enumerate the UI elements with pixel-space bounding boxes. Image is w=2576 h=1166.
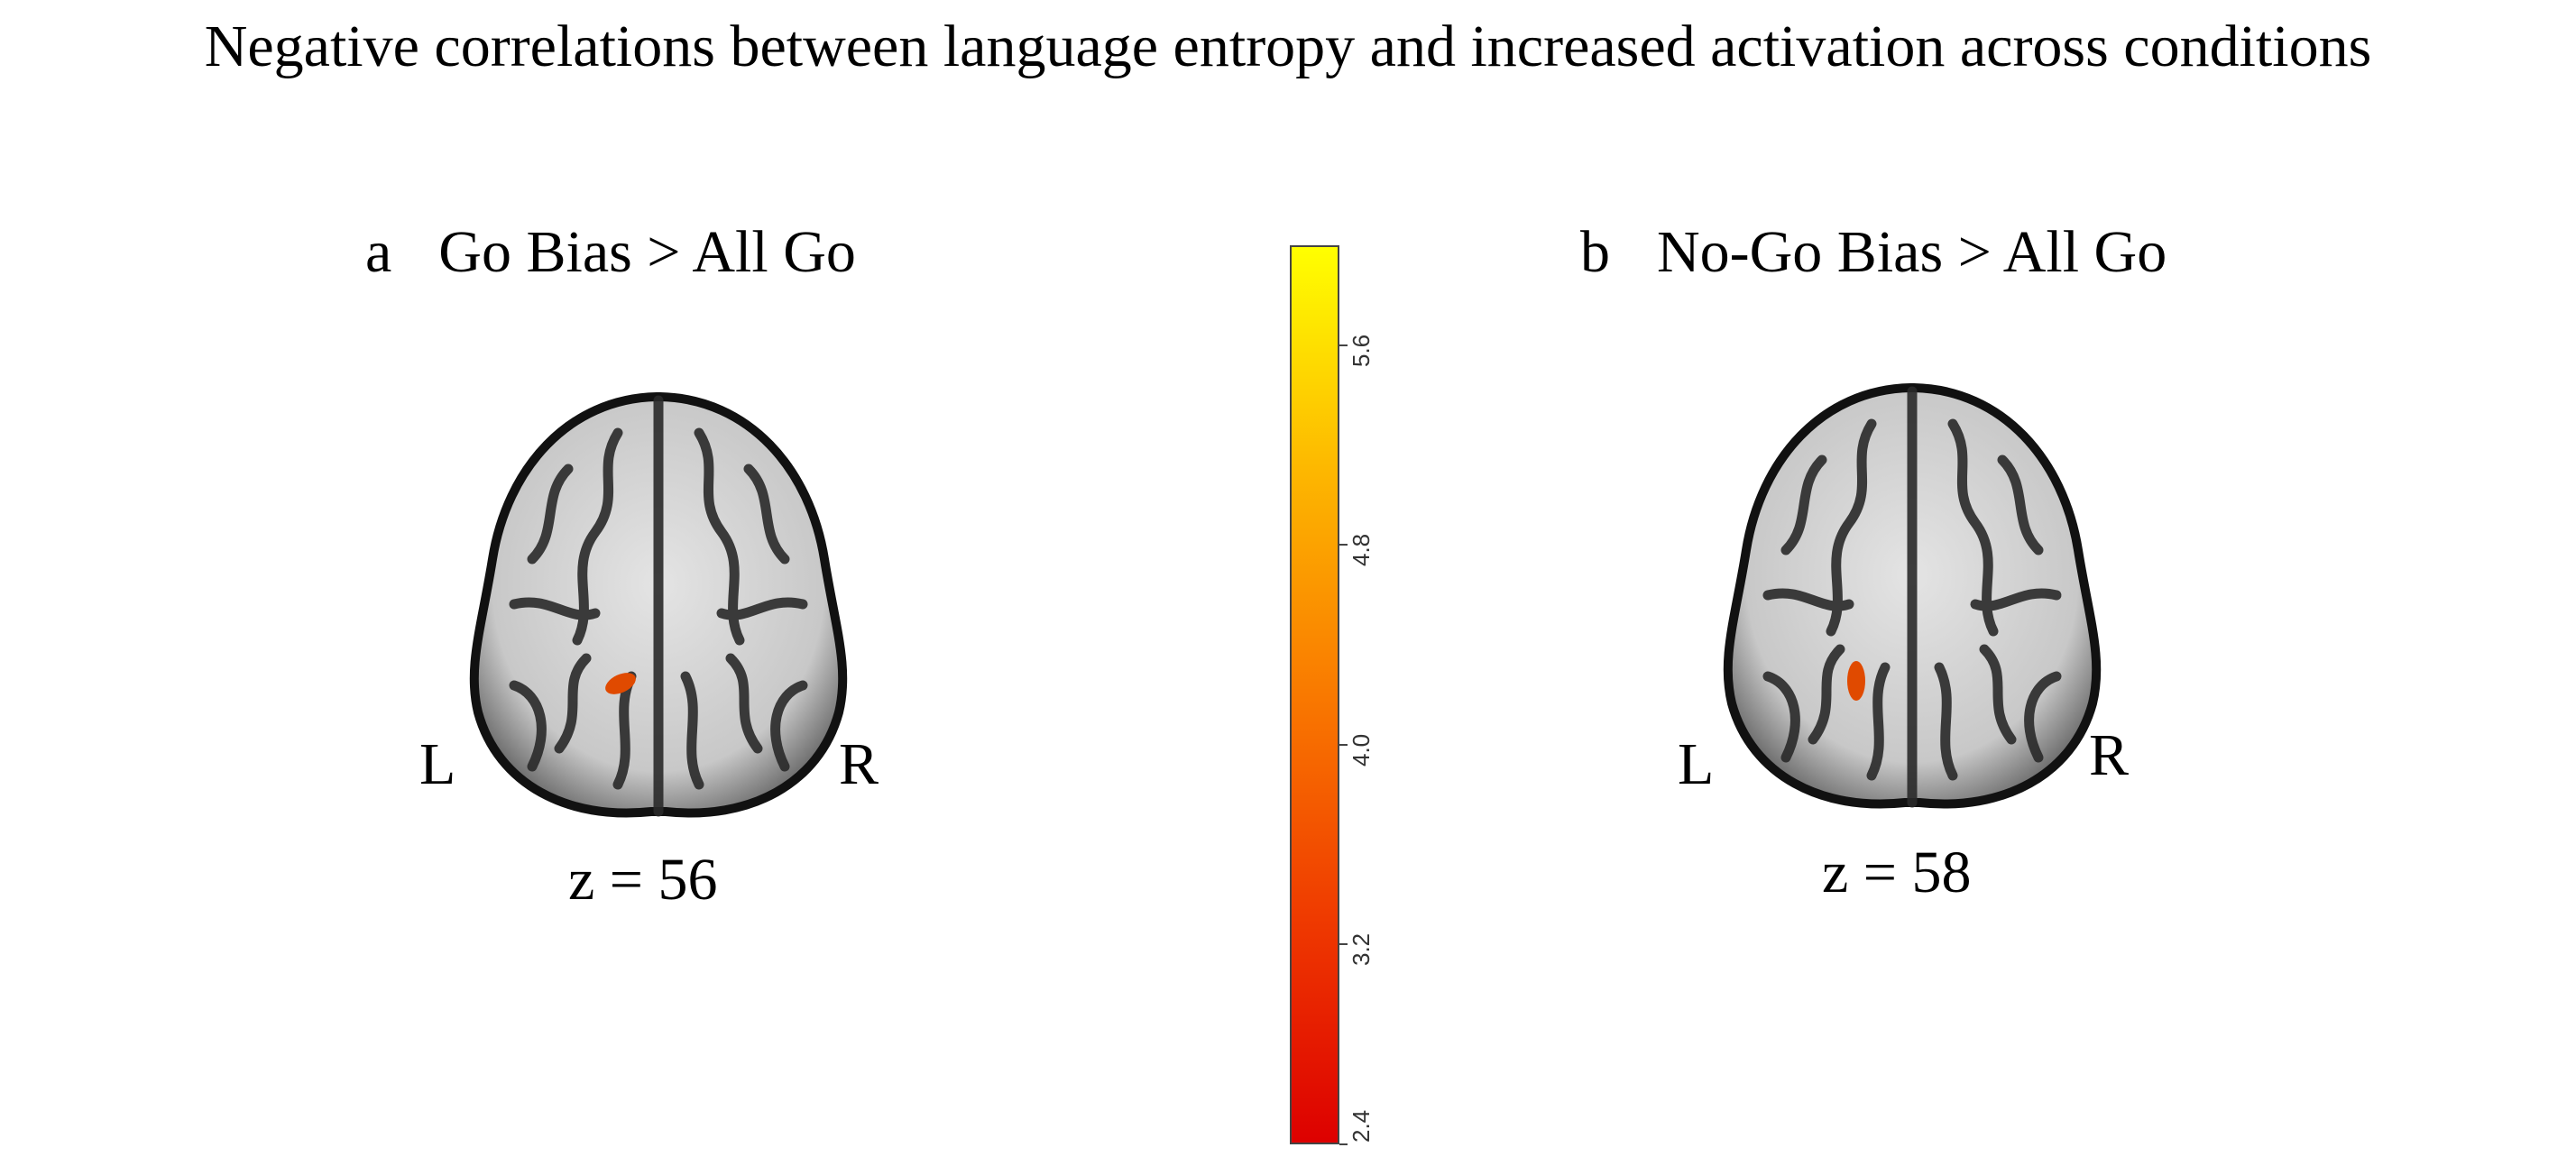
activation-cluster-b (1847, 661, 1865, 701)
slice-label-a: z = 56 (568, 847, 718, 913)
colorbar-tick-mark (1339, 943, 1348, 946)
slice-label-b: z = 58 (1822, 840, 1972, 905)
panel-a-heading: a Go Bias > All Go (365, 218, 856, 287)
panel-b-letter: b (1580, 219, 1610, 285)
colorbar-tick-mark (1339, 1143, 1348, 1145)
panel-a-title: Go Bias > All Go (438, 219, 856, 285)
activation-cluster-a (605, 673, 636, 694)
colorbar-tick-mark (1339, 344, 1348, 346)
right-label-a: R (839, 731, 879, 797)
colorbar-tick-label: 4.8 (1348, 534, 1375, 567)
colorbar-tick-label: 4.0 (1348, 733, 1375, 767)
panel-a-letter: a (365, 219, 392, 285)
colorbar-tick-label: 5.6 (1348, 334, 1375, 367)
left-label-a: L (419, 731, 456, 797)
colorbar-tick-mark (1339, 544, 1348, 546)
colorbar-tick-mark (1339, 743, 1348, 746)
panel-b-title: No-Go Bias > All Go (1657, 219, 2167, 285)
colorbar-tick-label: 2.4 (1348, 1109, 1375, 1143)
colorbar (1290, 245, 1339, 1144)
left-label-b: L (1678, 731, 1715, 797)
figure-title: Negative correlations between language e… (204, 14, 2372, 79)
colorbar-tick-label: 3.2 (1348, 933, 1375, 967)
brain-slice-a (469, 392, 848, 818)
right-label-b: R (2089, 722, 2130, 788)
panel-b-heading: b No-Go Bias > All Go (1580, 218, 2167, 287)
brain-slice-b (1723, 383, 2102, 809)
